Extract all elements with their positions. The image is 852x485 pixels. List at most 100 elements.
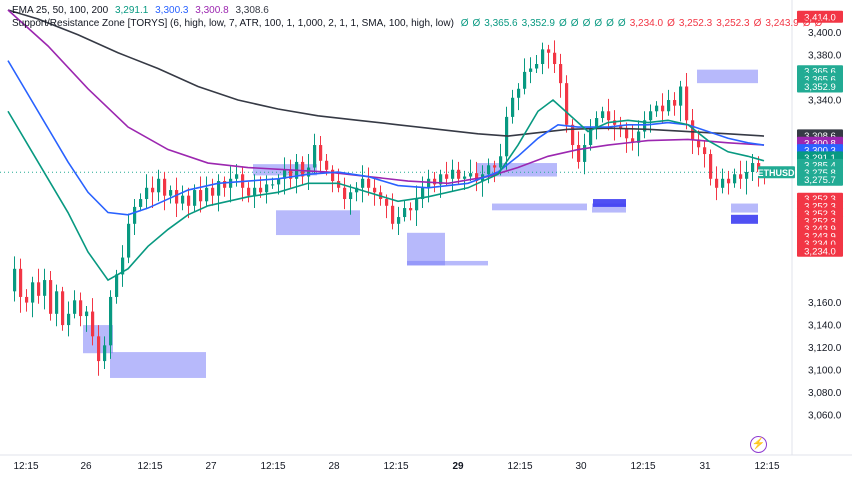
candle-body xyxy=(223,181,227,188)
symbol-tag-label: ETHUSD xyxy=(757,168,795,178)
price-badge: 3,352.9 xyxy=(797,80,843,93)
price-badge-label: 3,275.7 xyxy=(804,175,836,186)
candle-body xyxy=(721,178,725,188)
symbol-tag: ETHUSD xyxy=(757,166,795,179)
candle-body xyxy=(463,176,467,179)
candle-body xyxy=(439,174,443,185)
candle-body xyxy=(97,336,101,362)
candle-body xyxy=(235,174,239,179)
candle-body xyxy=(625,128,629,139)
sr-zone-legend[interactable]: Support/Resistance Zone [TORYS] (6, high… xyxy=(12,18,826,29)
candle-body xyxy=(145,187,149,200)
candle-body xyxy=(271,184,275,186)
candle-body xyxy=(667,100,671,112)
candle-body xyxy=(559,64,563,84)
candle-body xyxy=(403,208,407,218)
ema-50-value: 3,300.3 xyxy=(155,5,189,16)
sr-legend-value: 3,352.9 xyxy=(521,18,555,29)
candle-body xyxy=(187,195,191,206)
support-resistance-zone-4 xyxy=(407,232,445,266)
candle-body xyxy=(283,169,287,179)
ema-100-value: 3,300.8 xyxy=(195,5,229,16)
candle-body xyxy=(517,88,521,98)
support-resistance-zone-8 xyxy=(592,203,626,213)
candle-body xyxy=(409,208,413,211)
candle-body xyxy=(331,169,335,182)
candle-body xyxy=(715,178,719,188)
candle-body xyxy=(349,192,353,200)
y-tick-label: 3,080.0 xyxy=(808,388,842,399)
price-badge-label: 3,243.9 xyxy=(804,224,836,235)
price-badge-label: 3,291.1 xyxy=(804,153,836,164)
sr-legend-value: Ø xyxy=(753,18,762,29)
candle-body xyxy=(199,190,203,202)
candle-body xyxy=(607,111,611,121)
x-tick-label: 28 xyxy=(328,461,340,472)
candle-body xyxy=(499,156,503,168)
candle-body xyxy=(589,128,593,146)
candle-body xyxy=(139,199,143,207)
ema-25-line xyxy=(7,98,765,282)
candle-body xyxy=(583,145,587,162)
candle-body xyxy=(565,83,569,125)
candle-body xyxy=(433,178,437,185)
candle-body xyxy=(643,120,647,132)
x-tick-label: 12:15 xyxy=(260,461,285,472)
candle-body xyxy=(493,165,497,168)
ema-legend[interactable]: EMA 25, 50, 100, 200 3,291.1 3,300.3 3,3… xyxy=(12,5,273,16)
candle-body xyxy=(211,187,215,196)
lightning-bolt-icon[interactable]: ⚡ xyxy=(750,436,767,453)
candle-body xyxy=(91,311,95,337)
candle-body xyxy=(385,199,389,206)
candle-body xyxy=(115,274,119,297)
price-badge: 3,234.0 xyxy=(797,244,843,257)
price-badge-label: 3,300.8 xyxy=(804,138,836,149)
candle-body xyxy=(163,178,167,196)
candle-body xyxy=(487,165,491,175)
candle-body xyxy=(523,71,527,89)
x-tick-label: 12:15 xyxy=(13,461,38,472)
x-tick-label: 26 xyxy=(80,461,92,472)
candle-body xyxy=(157,178,161,193)
candle-body xyxy=(217,181,221,196)
ema-100-line xyxy=(7,9,765,185)
price-badge-label: 3,243.9 xyxy=(804,231,836,242)
candle-body xyxy=(265,184,269,193)
x-tick-label: 31 xyxy=(699,461,711,472)
sr-legend-title: Support/Resistance Zone [TORYS] (6, high… xyxy=(12,18,454,29)
candle-body xyxy=(661,105,665,112)
candle-body xyxy=(655,105,659,112)
candle-body xyxy=(55,291,59,314)
support-resistance-zone-5 xyxy=(407,260,488,266)
sr-legend-value: Ø xyxy=(594,18,603,29)
x-tick-label: 12:15 xyxy=(507,461,532,472)
candle-body xyxy=(691,120,695,140)
candle-body xyxy=(73,300,77,314)
candle-body xyxy=(427,178,431,188)
candle-body xyxy=(571,124,575,146)
price-badge-label: 3,234.0 xyxy=(804,239,836,250)
candle-body xyxy=(529,68,533,72)
candle-body xyxy=(247,187,251,196)
candle-body xyxy=(457,169,461,179)
support-resistance-zone-1 xyxy=(110,352,206,378)
candle-body xyxy=(13,268,17,292)
candle-body xyxy=(313,145,317,168)
sma-200-line xyxy=(7,9,765,137)
sr-legend-value: Ø xyxy=(617,18,626,29)
candle-body xyxy=(85,311,89,317)
candle-body xyxy=(103,345,107,362)
candle-body xyxy=(421,187,425,200)
candle-body xyxy=(469,173,473,177)
price-badge-label: 3,365.6 xyxy=(804,74,836,85)
candle-body xyxy=(229,178,233,188)
candle-body xyxy=(151,187,155,193)
price-badge: 3,414.0 xyxy=(797,10,843,23)
candle-body xyxy=(319,145,323,161)
y-tick-label: 3,060.0 xyxy=(808,411,842,422)
candle-body xyxy=(649,111,653,121)
x-tick-label: 30 xyxy=(575,461,587,472)
candle-body xyxy=(547,49,551,53)
